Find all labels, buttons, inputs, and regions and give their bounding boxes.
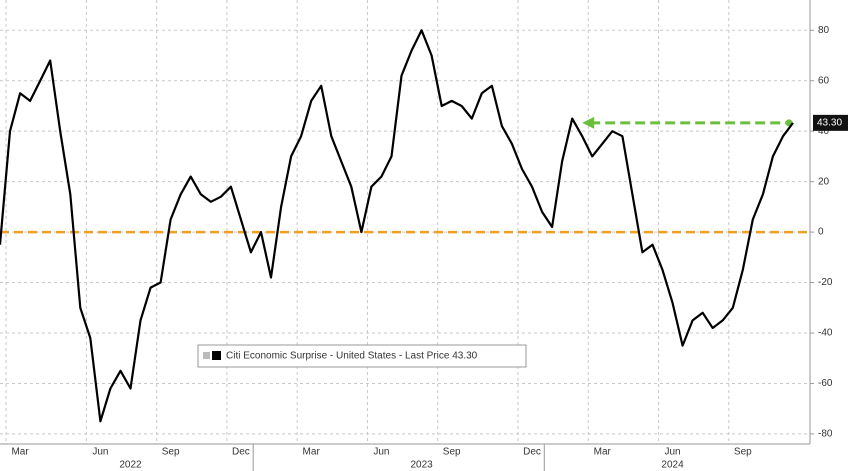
y-tick-label: -40	[818, 328, 833, 339]
legend-swatch	[212, 351, 221, 360]
x-tick-label: Jun	[373, 447, 389, 458]
y-tick-label: -60	[818, 378, 833, 389]
x-tick-label: Mar	[303, 447, 321, 458]
year-label: 2023	[410, 460, 433, 471]
y-tick-label: 20	[818, 176, 830, 187]
y-tick-label: 60	[818, 75, 830, 86]
legend-box	[197, 344, 527, 368]
y-tick-label: -80	[818, 429, 833, 440]
x-tick-label: Jun	[92, 447, 108, 458]
year-label: 2024	[661, 460, 684, 471]
last-price-label: 43.30	[817, 117, 842, 128]
x-tick-label: Sep	[734, 447, 752, 458]
x-tick-label: Mar	[11, 447, 29, 458]
x-tick-label: Dec	[232, 447, 250, 458]
x-tick-label: Mar	[594, 447, 612, 458]
x-tick-label: Sep	[162, 447, 180, 458]
y-tick-label: 0	[818, 227, 824, 238]
y-tick-label: -20	[818, 277, 833, 288]
arrow-head	[582, 116, 595, 129]
last-price-box	[813, 114, 848, 131]
x-tick-label: Dec	[523, 447, 541, 458]
year-label: 2022	[119, 460, 142, 471]
x-tick-label: Jun	[664, 447, 680, 458]
y-tick-label: 40	[818, 126, 830, 137]
y-tick-label: 80	[818, 25, 830, 36]
legend-icon	[203, 352, 210, 359]
legend-label: Citi Economic Surprise - United States -…	[226, 351, 478, 362]
series-line	[0, 29, 794, 423]
legend: Citi Economic Surprise - United States -…	[197, 344, 527, 368]
x-tick-label: Sep	[443, 447, 461, 458]
